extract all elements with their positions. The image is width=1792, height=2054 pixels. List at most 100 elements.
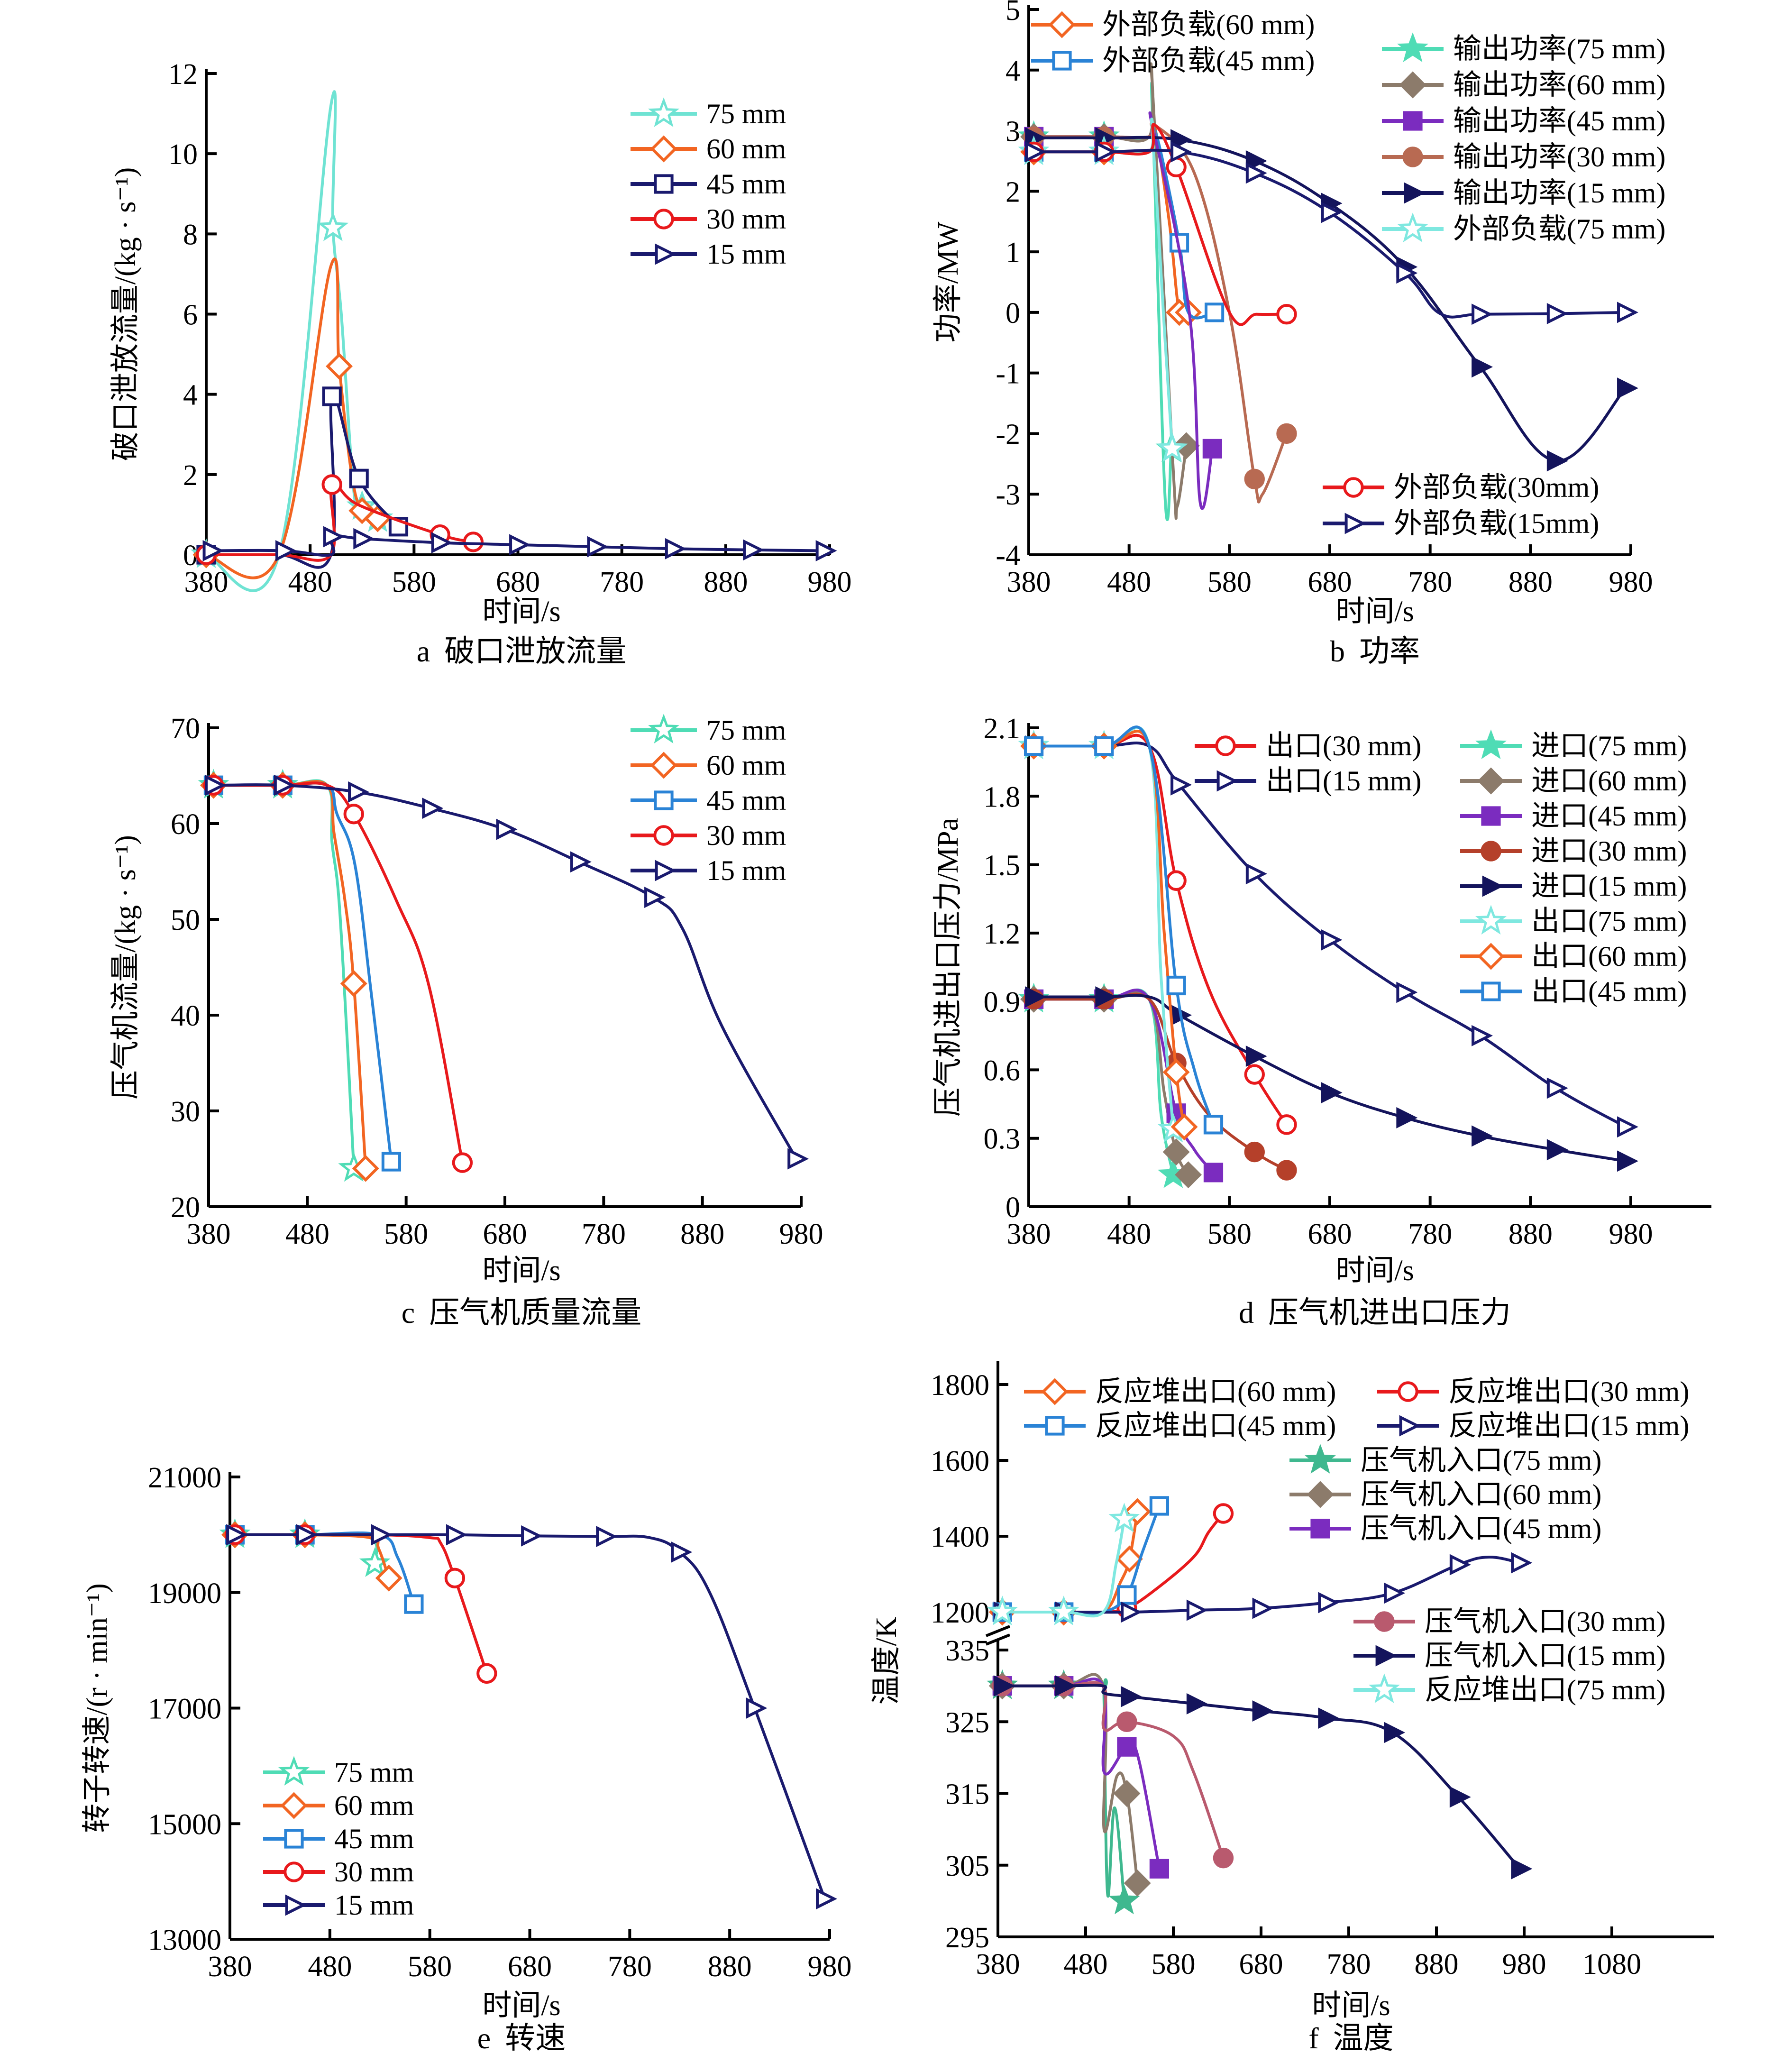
legend-item: 45 mm [263, 1823, 414, 1854]
legend-item: 压气机入口(75 mm) [1289, 1444, 1601, 1476]
data-point-marker [509, 534, 531, 556]
y-tick-label: 1.5 [984, 850, 1021, 882]
legend-item: 外部负载(45 mm) [1031, 45, 1315, 76]
data-point-marker [1449, 1554, 1471, 1576]
legend-item: 出口(60 mm) [1460, 941, 1687, 972]
series-30 mm [224, 1524, 497, 1684]
data-point-marker [202, 540, 224, 561]
legend-item: 压气机入口(30 mm) [1353, 1606, 1665, 1637]
y-tick-label: 3 [1006, 116, 1020, 148]
x-tick-label: 380 [1007, 566, 1051, 598]
panel-caption: a 破口泄放流量 [417, 634, 626, 668]
data-point-marker [1149, 1496, 1170, 1516]
legend-swatch-marker [1307, 1481, 1334, 1508]
legend-item: 外部负载(15mm) [1323, 508, 1599, 539]
legend: 外部负载(60 mm) 外部负载(45 mm) [1031, 9, 1315, 76]
x-tick-label: 880 [1415, 1948, 1459, 1981]
legend-label: 输出功率(60 mm) [1453, 69, 1665, 101]
data-point-marker [1124, 1870, 1151, 1897]
series-75 mm [198, 769, 370, 1182]
legend-swatch-marker [1477, 767, 1505, 795]
x-tick-label: 380 [208, 1951, 252, 1983]
series-line [213, 781, 464, 1163]
series-15 mm [205, 774, 809, 1170]
data-point-marker [816, 1888, 837, 1910]
y-tick-label: 1600 [931, 1445, 989, 1477]
data-point-marker [452, 1152, 473, 1173]
legend-label: 出口(45 mm) [1531, 976, 1687, 1007]
data-point-marker [1095, 141, 1117, 163]
legend-label: 75 mm [706, 715, 786, 746]
legend-swatch-marker [1399, 71, 1426, 99]
x-axis-title: 时间/s [1312, 1990, 1390, 2022]
data-point-marker [1121, 1686, 1143, 1707]
caption-letter: d [1239, 1296, 1254, 1330]
x-axis-title: 时间/s [482, 1255, 560, 1287]
x-axis-title: 时间/s [1335, 1255, 1414, 1287]
x-tick-label: 480 [1064, 1948, 1108, 1981]
legend-swatch-marker [1344, 513, 1366, 534]
legend-swatch-marker [1374, 1611, 1395, 1632]
data-point-marker [1025, 141, 1047, 163]
legend-item: 输出功率(75 mm) [1382, 32, 1665, 64]
series-line [213, 781, 393, 1162]
y-tick-label: -2 [996, 418, 1020, 450]
series-15 mm [226, 1524, 837, 1910]
y-tick-label: 315 [945, 1779, 989, 1811]
x-tick-label: 780 [1408, 1218, 1452, 1250]
x-tick-label: 1080 [1582, 1948, 1641, 1981]
caption-text: 转速 [505, 2021, 566, 2054]
series-line [1033, 994, 1626, 1163]
legend-label: 进口(60 mm) [1531, 765, 1687, 797]
data-point-marker [1276, 304, 1297, 325]
y-tick-label: 305 [945, 1850, 989, 1882]
legend-swatch-marker [1041, 1378, 1069, 1405]
x-tick-label: 580 [1152, 1948, 1196, 1981]
y-axis-title: 压气机进出口压力/MPa [932, 818, 964, 1117]
series-line [206, 90, 379, 592]
x-tick-label: 680 [1308, 1218, 1352, 1250]
data-point-marker [1276, 1114, 1297, 1135]
plot-series [1018, 725, 1638, 1189]
series-line [206, 393, 400, 569]
data-point-marker [348, 781, 370, 803]
data-point-marker [1321, 929, 1343, 951]
legend-label: 外部负载(45 mm) [1102, 45, 1315, 76]
x-tick-label: 980 [1502, 1948, 1546, 1981]
legend-swatch-marker [655, 860, 677, 881]
x-tick-label: 980 [1609, 566, 1653, 598]
y-tick-label: 17000 [148, 1693, 221, 1725]
legend-swatch-marker [1310, 1519, 1330, 1539]
y-tick-label: 13000 [148, 1924, 221, 1956]
plot-series [219, 1518, 837, 1910]
y-tick-label: 19000 [148, 1577, 221, 1610]
x-axis-title: 时间/s [482, 596, 560, 628]
series-line [213, 779, 356, 1169]
legend-swatch-marker [280, 1792, 308, 1819]
legend-label: 出口(30 mm) [1266, 730, 1421, 761]
legend-item: 外部负载(30mm) [1323, 472, 1599, 503]
data-point-marker [349, 468, 369, 488]
series-外部负载(75 mm) [1018, 117, 1188, 462]
panel-a-leak-flow: 380 480 580 680 780 880 980024681012时间/s破口泄放流量… [110, 58, 852, 668]
legend-swatch-marker [1397, 212, 1429, 242]
legend-label: 进口(75 mm) [1531, 730, 1687, 761]
data-point-marker [1166, 975, 1186, 996]
legend-item: 压气机入口(45 mm) [1289, 1513, 1601, 1544]
data-point-marker [1166, 156, 1187, 177]
x-tick-label: 780 [1327, 1948, 1371, 1981]
x-tick-label: 680 [483, 1218, 527, 1250]
legend-item: 15 mm [263, 1889, 414, 1921]
legend-swatch-marker [1481, 841, 1501, 862]
caption-letter: e [477, 2021, 491, 2054]
series-压气机入口(15 mm) [993, 1675, 1533, 1880]
data-point-marker [446, 1524, 467, 1546]
data-point-marker [1546, 450, 1568, 472]
legend: 75 mm 60 mm 45 mm 30 mm 15 mm [631, 714, 786, 886]
panel-f-temperature: 380 480 580 680 780 880 980 1080 1200 1400 1600 180… [870, 1361, 1714, 2054]
data-point-marker [743, 539, 765, 561]
legend-swatch-marker [278, 1756, 310, 1786]
legend-label: 压气机入口(30 mm) [1425, 1606, 1665, 1637]
legend-item: 反应堆出口(60 mm) [1024, 1376, 1336, 1407]
x-tick-label: 480 [288, 566, 332, 598]
